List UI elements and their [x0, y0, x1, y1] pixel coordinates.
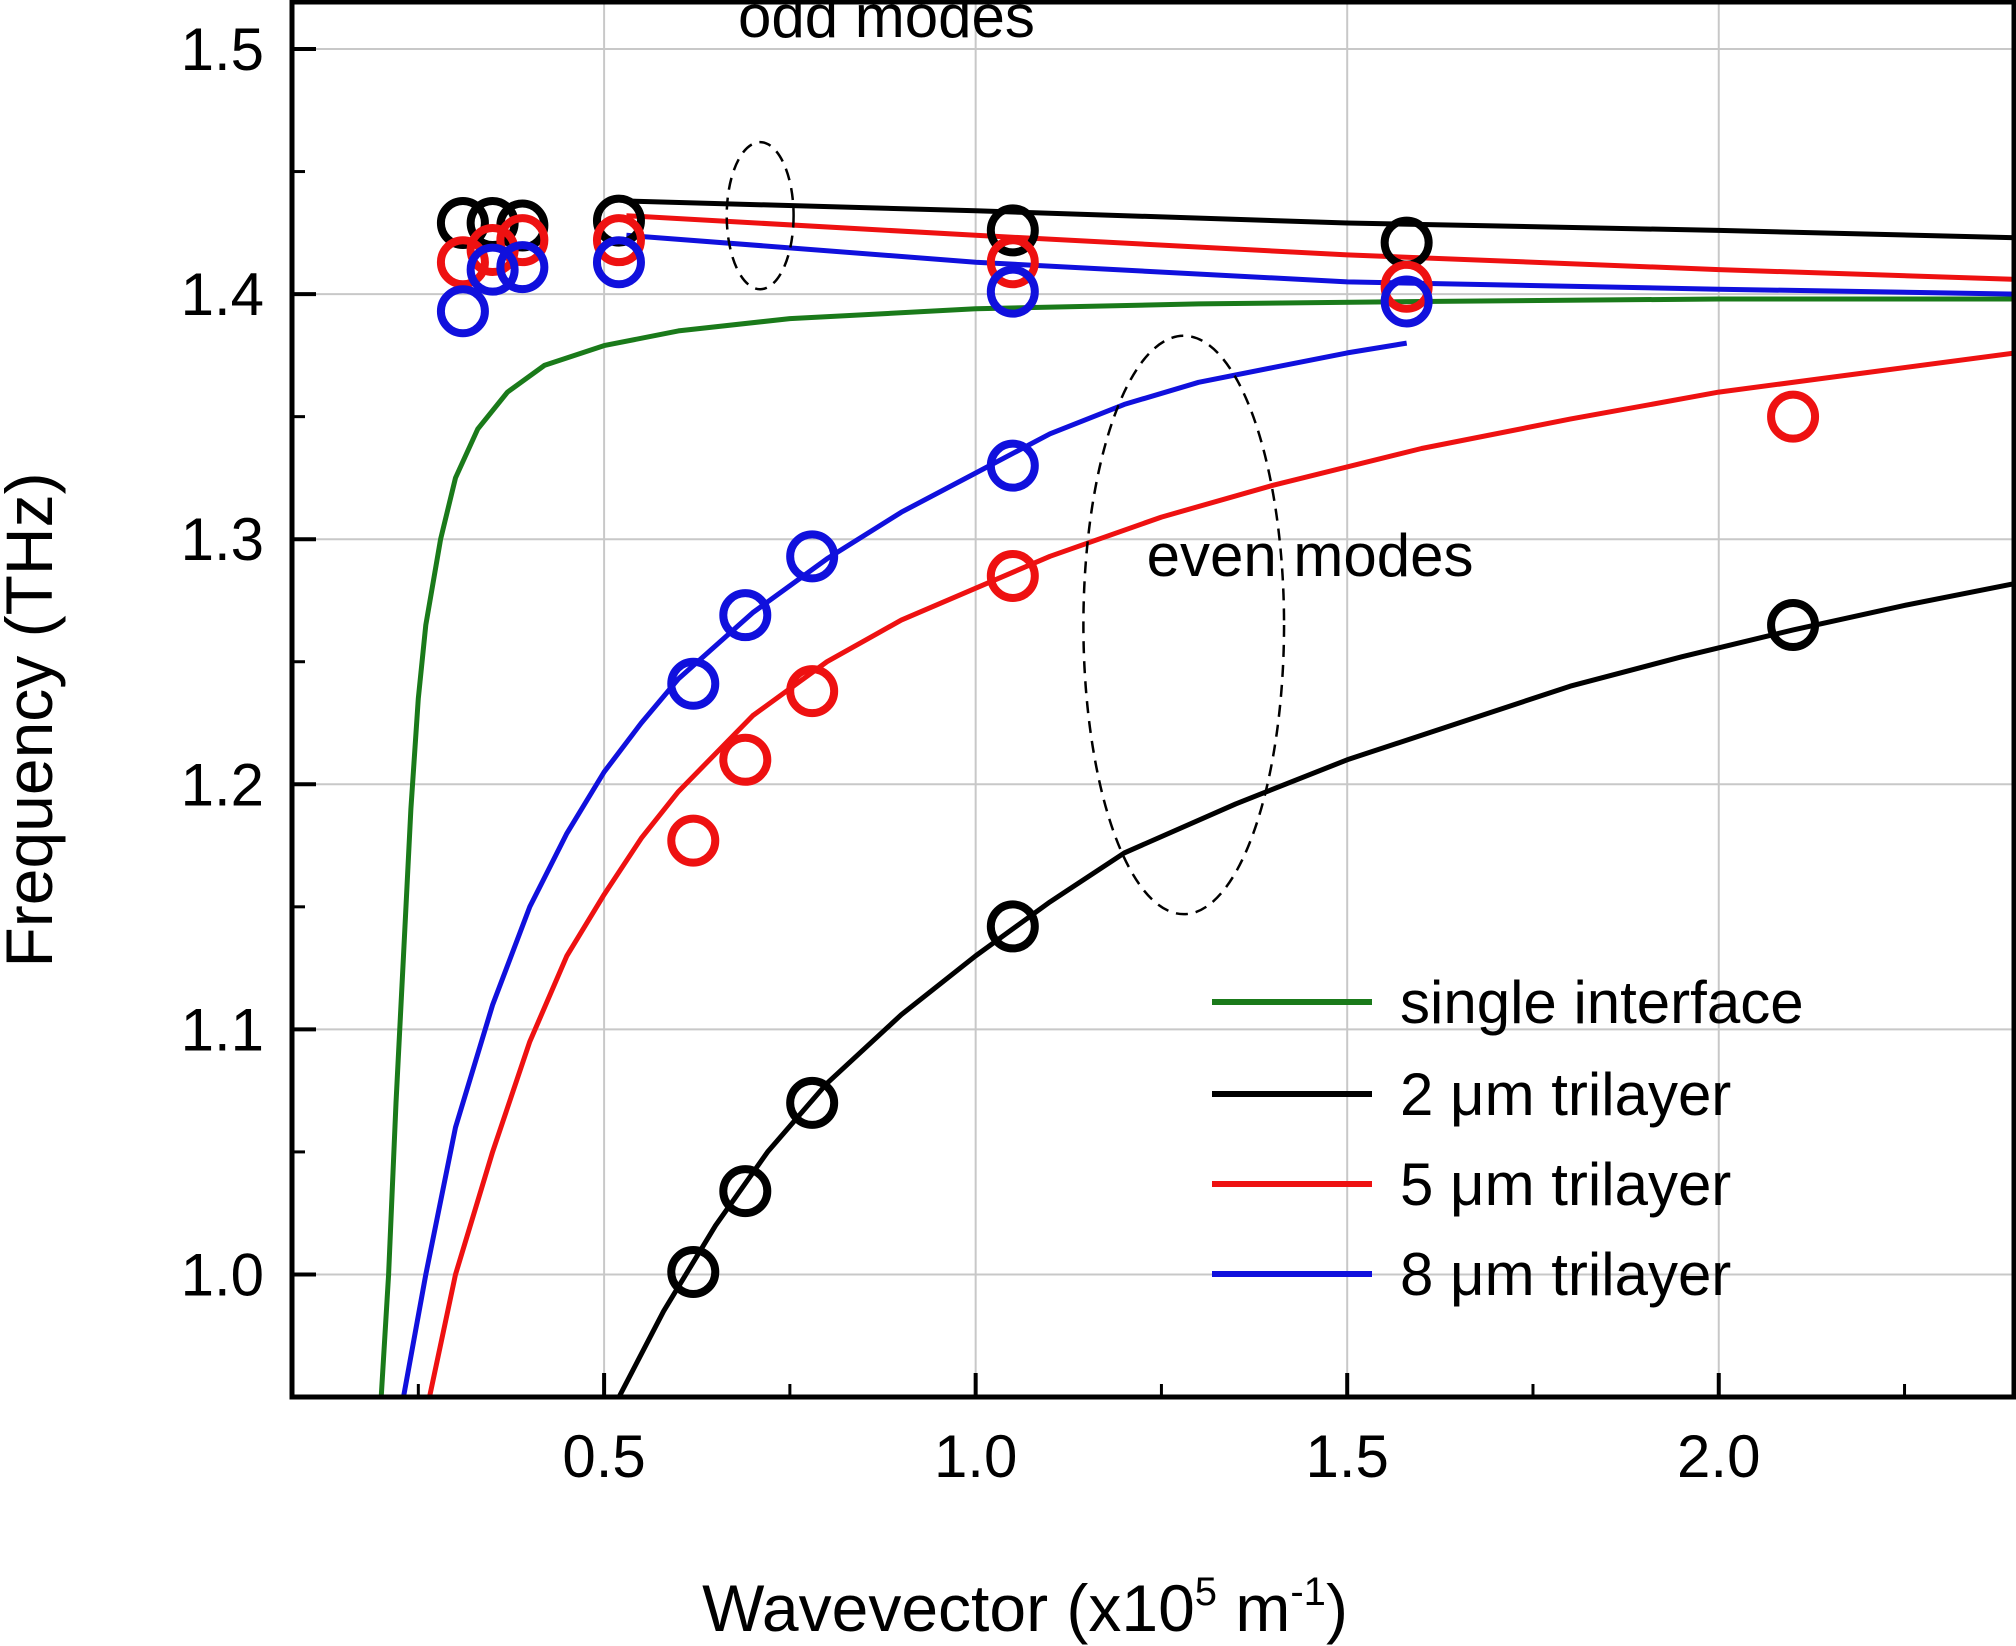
- series-3-point-2: [496, 241, 549, 294]
- series-1-point-6: [667, 1246, 720, 1299]
- curve-group: [378, 198, 2016, 1397]
- annotation-text-1: even modes: [1147, 522, 1474, 589]
- y-tick-label-0: 1.0: [181, 1241, 264, 1308]
- axis-ticks: [292, 47, 1907, 1399]
- series-2-point-9: [986, 549, 1039, 602]
- data-points: [436, 194, 1820, 1299]
- series-3-point-3: [592, 236, 645, 289]
- annotation-text-0: odd modes: [738, 0, 1035, 50]
- legend-label-1: 2 μm trilayer: [1400, 1061, 1731, 1128]
- annotation-ellipses: [725, 140, 1286, 916]
- plot-frame: [289, 0, 2016, 1400]
- series-2-line-1: [427, 350, 2016, 1397]
- annotations: odd modes even modes: [738, 0, 1473, 589]
- y-axis-title: Frequency (THz): [0, 472, 66, 967]
- legend: single interface 2 μm trilayer 5 μm trilay…: [1212, 969, 1804, 1308]
- series-1-point-0: [436, 197, 489, 250]
- y-tick-label-3: 1.3: [181, 506, 264, 573]
- series-1-point-9: [986, 900, 1039, 953]
- x-tick-label-3: 2.0: [1677, 1423, 1760, 1490]
- annotation-ellipse-1: [1082, 334, 1286, 916]
- series-2-point-7: [719, 733, 772, 786]
- curves: [378, 198, 2016, 1397]
- series-3-point-5: [1380, 275, 1433, 328]
- tick-labels: 0.5 1.0 1.5 2.0 1.0 1.1 1.2 1.3 1.4 1.5: [181, 16, 1761, 1490]
- series-3-point-4: [986, 265, 1039, 318]
- annotation-ellipse-0: [725, 140, 795, 291]
- legend-label-2: 5 μm trilayer: [1400, 1151, 1731, 1218]
- legend-label-0: single interface: [1400, 969, 1804, 1036]
- series-2-point-6: [667, 814, 720, 867]
- series-3-point-7: [719, 589, 772, 642]
- x-tick-label-2: 1.5: [1305, 1423, 1388, 1490]
- series-2-point-8: [786, 665, 839, 718]
- legend-label-3: 8 μm trilayer: [1400, 1241, 1731, 1308]
- series-3-line-0: [626, 232, 2016, 297]
- series-3-point-1: [466, 243, 519, 296]
- series-1-point-8: [786, 1076, 839, 1129]
- x-tick-label-0: 0.5: [562, 1423, 645, 1490]
- series-3-point-6: [667, 657, 720, 710]
- series-3-point-8: [786, 530, 839, 583]
- series-2-point-5: [1380, 260, 1433, 313]
- series-2-point-4: [986, 236, 1039, 289]
- y-tick-label-2: 1.2: [181, 751, 264, 818]
- grid: [292, 0, 2016, 1397]
- series-1-point-7: [719, 1165, 772, 1218]
- y-tick-label-1: 1.1: [181, 996, 264, 1063]
- series-3-point-0: [436, 285, 489, 338]
- x-axis-title: Wavevector (x105 m-1): [702, 1570, 1348, 1645]
- series-1-point-4: [986, 204, 1039, 257]
- y-tick-label-4: 1.4: [181, 261, 264, 328]
- series-2-point-0: [436, 236, 489, 289]
- series-1-line-0: [626, 198, 2016, 241]
- series-2-point-3: [592, 214, 645, 267]
- series-2-point-10: [1767, 390, 1820, 443]
- series-3-line-1: [401, 340, 1408, 1397]
- y-tick-label-5: 1.5: [181, 16, 264, 83]
- series-0-line-0: [378, 296, 2016, 1397]
- series-3-point-9: [986, 439, 1039, 492]
- x-tick-label-1: 1.0: [934, 1423, 1017, 1490]
- series-2-line-0: [626, 213, 2016, 282]
- series-1-line-1: [616, 580, 2016, 1397]
- series-1-point-10: [1767, 598, 1820, 651]
- series-2-point-2: [496, 214, 549, 267]
